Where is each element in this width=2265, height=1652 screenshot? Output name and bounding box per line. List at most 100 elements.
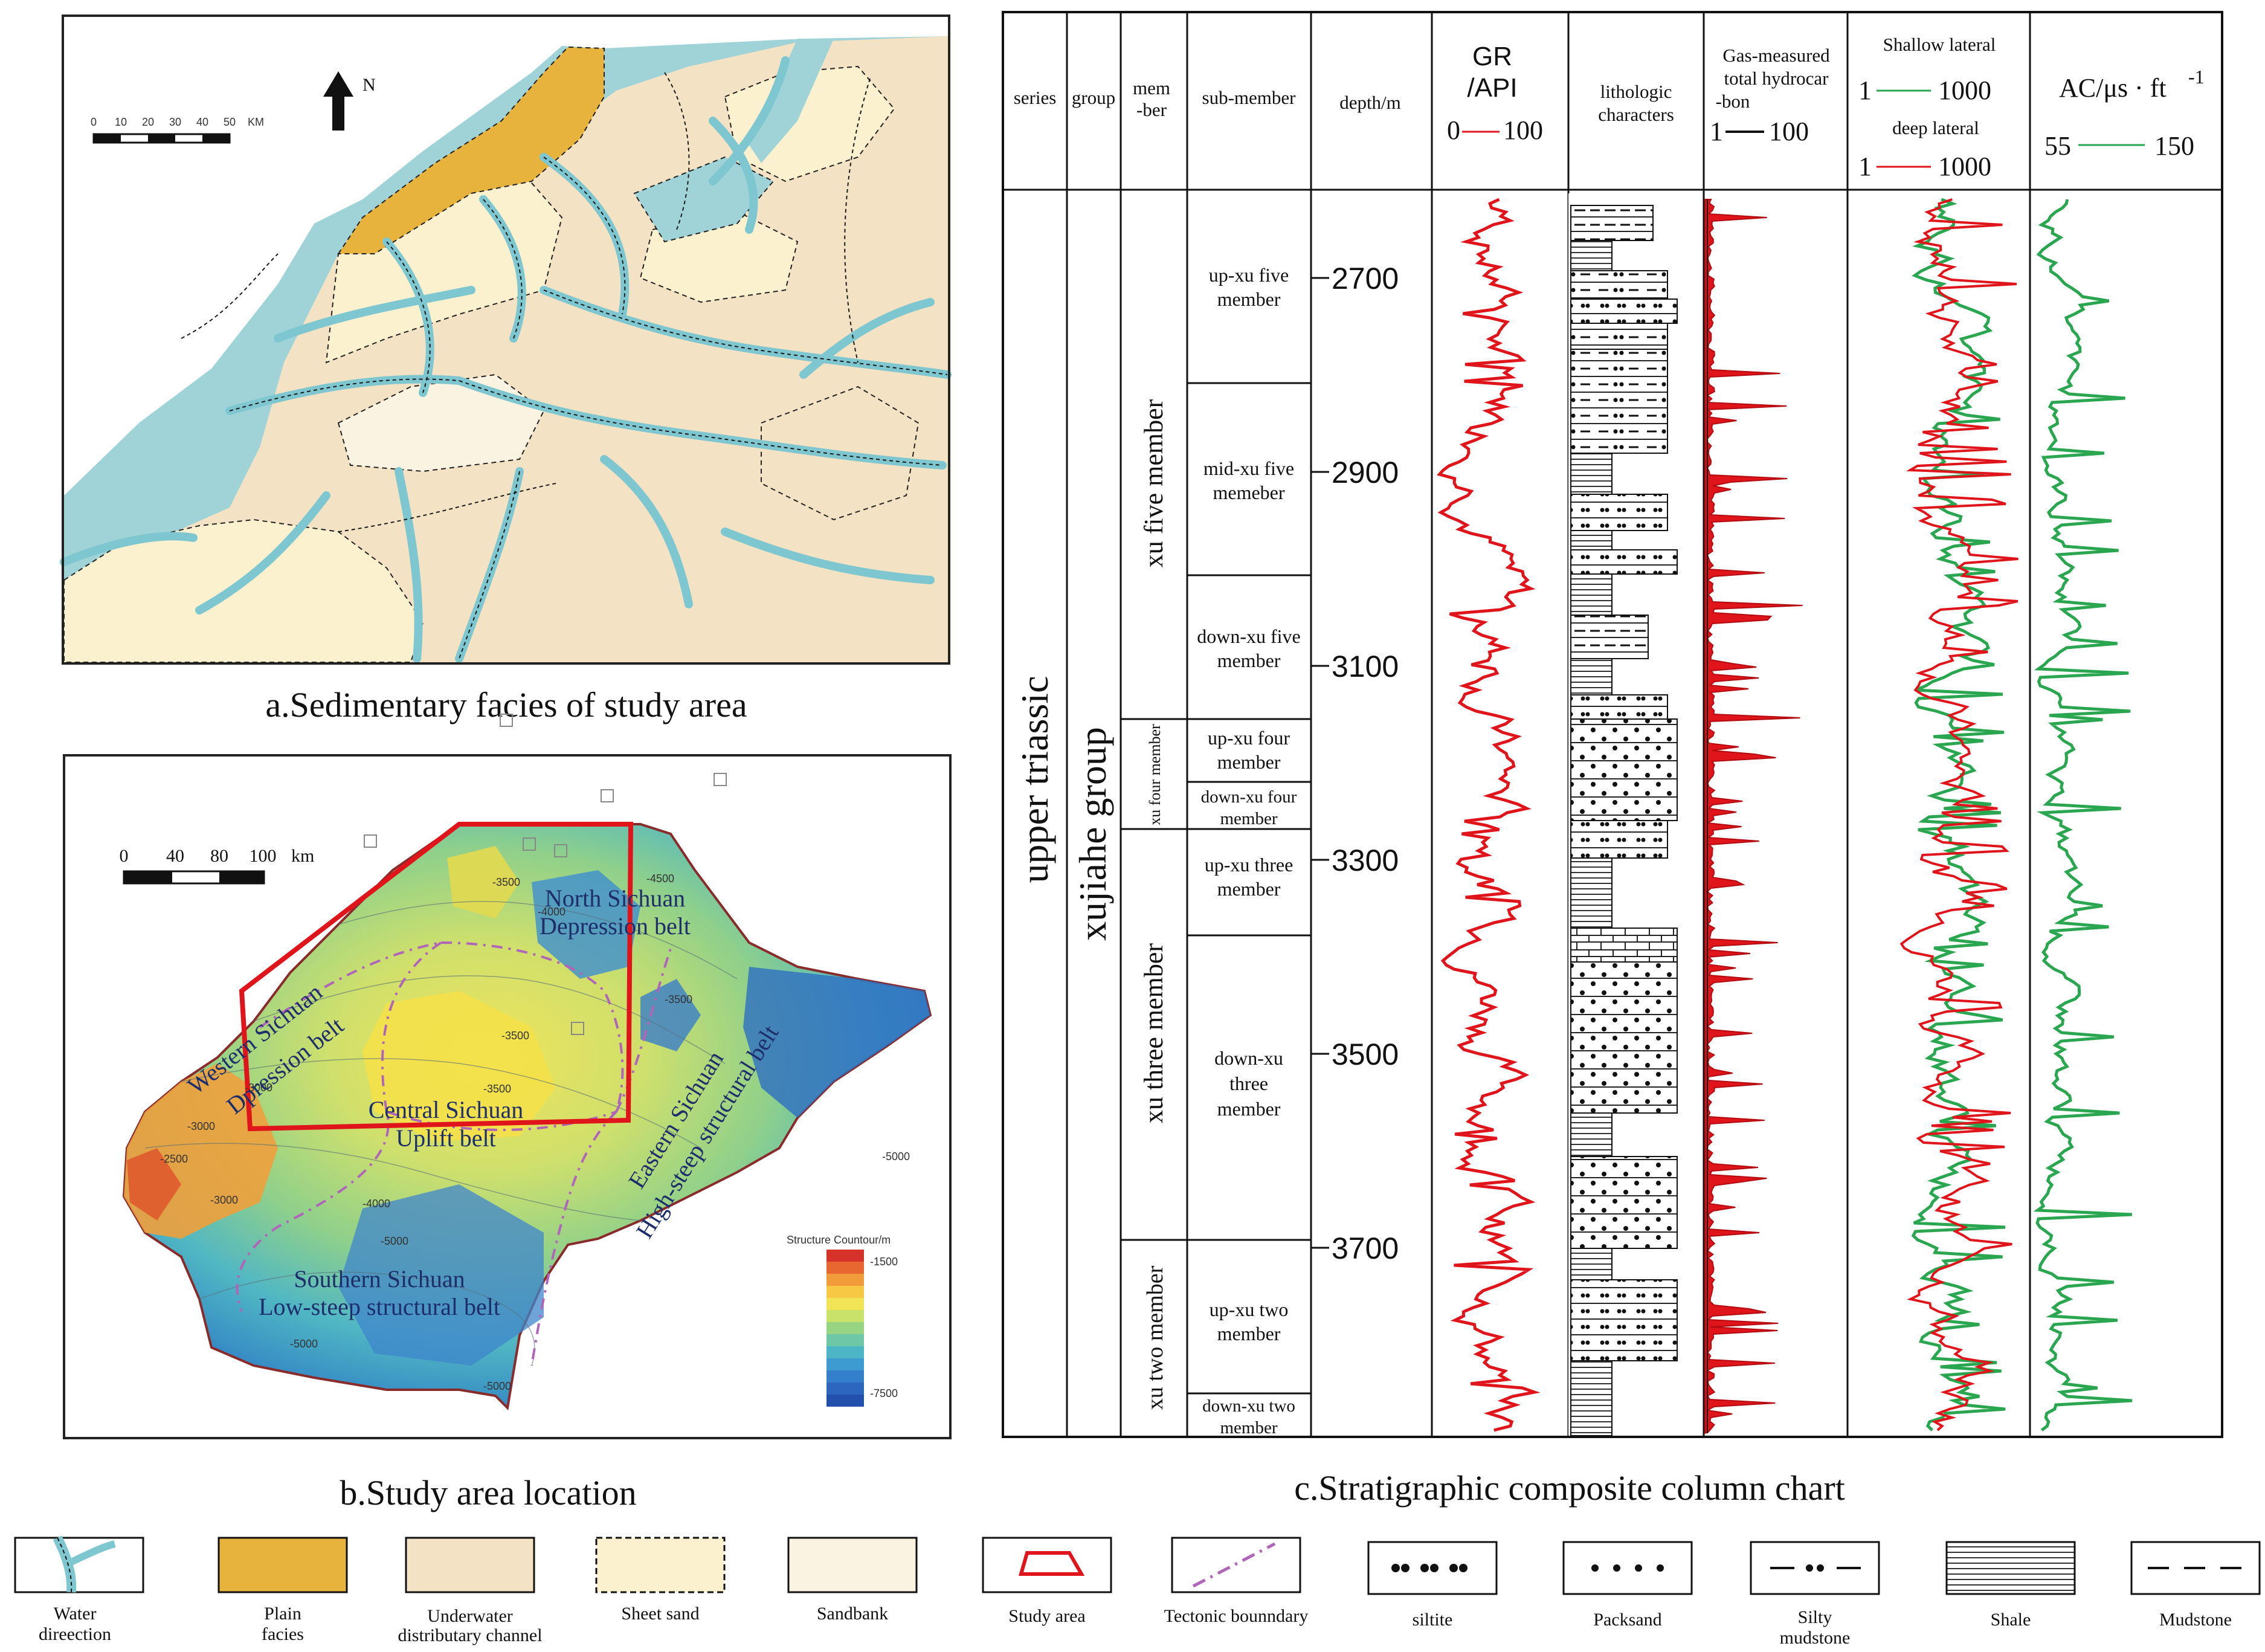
legend-label: Mudstone — [2159, 1610, 2232, 1630]
header-group: group — [1072, 87, 1115, 108]
shallow-scale-max: 1000 — [1938, 76, 1991, 105]
submember-label: down-xu five — [1197, 625, 1301, 647]
header-member: mem — [1133, 77, 1170, 98]
panel-a-sedimentary-map: 0 10 20 30 40 50 KM N — [60, 15, 952, 665]
legend-label: direection — [39, 1624, 111, 1644]
contour-label: -3500 — [665, 993, 692, 1005]
submember-label: member — [1217, 751, 1281, 773]
north-label: N — [362, 75, 376, 95]
contour-label: -4000 — [538, 906, 565, 918]
scale-tick: 80 — [210, 846, 228, 866]
ac-log-curve — [2033, 199, 2133, 1431]
legend-label: Underwater — [427, 1606, 513, 1626]
shallow-scale-min: 1 — [1858, 76, 1872, 105]
legend-label: Silty — [1798, 1607, 1832, 1627]
header-deep-lateral: deep lateral — [1892, 117, 1979, 138]
header-submember: sub-member — [1202, 87, 1297, 108]
panel-b-location-map: -3500 -4000 -3000 -3500 -3500 -3000 -250… — [63, 714, 952, 1439]
depth-label: 2700 — [1332, 262, 1399, 295]
legend-label: facies — [262, 1624, 304, 1644]
region-label: Low-steep structural belt — [259, 1293, 500, 1320]
region-label: North Sichuan — [545, 885, 685, 912]
header-lithology: lithologic — [1600, 81, 1672, 102]
contour-label: -5000 — [290, 1338, 318, 1350]
scale-unit: km — [291, 846, 314, 866]
contour-label: -4500 — [646, 873, 674, 885]
scale-tick: 30 — [169, 116, 181, 128]
submember-label: member — [1217, 650, 1281, 671]
header-gas-2: total hydrocar — [1724, 68, 1829, 89]
depth-label: 3500 — [1332, 1037, 1399, 1071]
scale-tick: 40 — [166, 846, 184, 866]
legend-label: Plain — [264, 1604, 301, 1624]
contour-label: -5000 — [483, 1380, 511, 1392]
header-member-2: -ber — [1136, 99, 1167, 120]
submember-label: down-xu four — [1201, 787, 1297, 807]
contour-label: -5000 — [381, 1235, 408, 1247]
contour-key-title: Structure Countour/m — [787, 1234, 891, 1246]
header-gr-unit: /API — [1467, 73, 1517, 103]
submember-label: member — [1217, 288, 1281, 310]
legend-label: Water — [54, 1604, 97, 1624]
submember-label: member — [1220, 809, 1277, 828]
caption-c: c.Stratigraphic composite column chart — [1294, 1468, 1845, 1508]
deep-scale-max: 1000 — [1938, 152, 1991, 181]
depth-label: 3700 — [1332, 1231, 1399, 1265]
contour-key-min: -1500 — [870, 1256, 898, 1268]
header-ac-exp: -1 — [2188, 66, 2205, 88]
scale-tick: 10 — [115, 116, 127, 128]
study-area-outline — [239, 822, 634, 1132]
contour-label: -3500 — [492, 876, 520, 888]
submember-label: member — [1217, 878, 1281, 900]
legend: Water direection Plain facies Underwater… — [14, 1535, 2261, 1648]
ac-scale-max: 150 — [2154, 131, 2194, 161]
north-arrow-icon: N — [323, 71, 376, 131]
scale-tick: 0 — [91, 116, 97, 128]
legend-label: Study area — [1008, 1606, 1085, 1626]
legend-label: Packsand — [1593, 1610, 1661, 1630]
legend-label: Sheet sand — [621, 1604, 699, 1624]
contour-color-key: Structure Countour/m -1500 -7500 — [787, 1234, 898, 1407]
lithology-column — [1568, 193, 1678, 1436]
submember-label: mid-xu five — [1203, 457, 1294, 479]
contour-label: -2500 — [160, 1153, 188, 1165]
header-shallow-lateral: Shallow lateral — [1883, 34, 1996, 55]
member-label: xu two member — [1142, 1265, 1168, 1410]
group-name: xujiahe group — [1071, 727, 1114, 941]
scale-tick: 50 — [224, 116, 236, 128]
scale-tick: 20 — [142, 116, 154, 128]
submember-label: up-xu five — [1209, 264, 1289, 286]
submember-label: up-xu three — [1205, 854, 1294, 876]
submember-label: member — [1220, 1418, 1277, 1437]
legend-label: Tectonic bounndary — [1164, 1606, 1309, 1626]
submember-label: down-xu — [1214, 1047, 1283, 1069]
member-label: xu three member — [1139, 943, 1168, 1123]
submember-label: member — [1217, 1098, 1281, 1120]
legend-label: Shale — [1991, 1610, 2031, 1630]
header-gas-3: -bon — [1716, 91, 1750, 112]
contour-label: -5000 — [882, 1150, 910, 1163]
contour-label: -3000 — [210, 1194, 238, 1206]
legend-label: distributary channel — [398, 1625, 542, 1645]
submember-label: member — [1217, 1323, 1281, 1344]
legend-label: Sandbank — [817, 1604, 888, 1624]
region-label: Southern Sichuan — [294, 1265, 465, 1292]
member-label: xu four member — [1146, 724, 1164, 825]
scale-tick: 100 — [250, 846, 277, 866]
deep-lateral-curve — [1899, 198, 2019, 1431]
panel-c-stratigraphic-column: series group mem -ber sub-member depth/m… — [1002, 11, 2223, 1438]
scale-unit: KM — [248, 116, 264, 128]
caption-b: b.Study area location — [340, 1473, 636, 1512]
gas-log-curve — [1704, 199, 1803, 1434]
header-ac: AC/μs · ft — [2059, 73, 2167, 103]
submember-label: down-xu two — [1202, 1396, 1295, 1416]
header-depth: depth/m — [1339, 92, 1401, 113]
contour-label: -4000 — [362, 1198, 390, 1210]
scale-tick: 40 — [196, 116, 208, 128]
scale-bar-a: 0 10 20 30 40 50 KM — [91, 116, 264, 144]
contour-label: -3500 — [483, 1083, 511, 1095]
contour-label: -3000 — [187, 1120, 215, 1132]
header-series: series — [1014, 87, 1057, 108]
scale-bar-b: 0 40 80 100 km — [120, 846, 314, 885]
